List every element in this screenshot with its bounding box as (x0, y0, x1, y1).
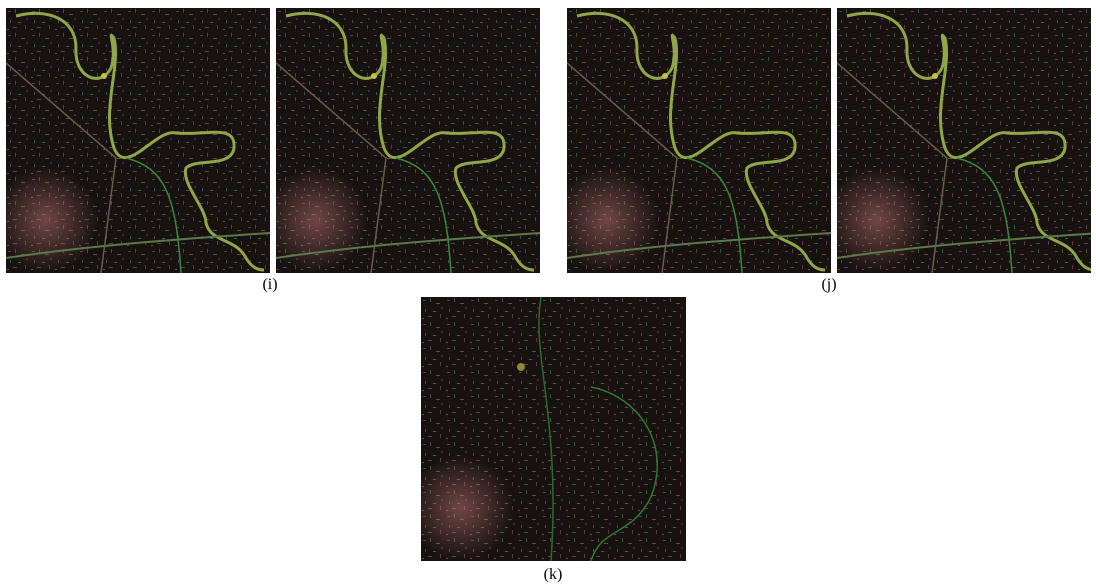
image-k (421, 297, 686, 561)
caption: (i) (262, 277, 277, 293)
image-j-left (567, 8, 831, 273)
image-i-right (276, 8, 540, 273)
figure-page: (i) (j) (k) (() => { const data = JSON.p… (0, 0, 1096, 584)
caption: (j) (821, 277, 836, 293)
image-j-right (837, 8, 1091, 273)
image-i-left (6, 8, 270, 273)
caption: (k) (544, 567, 563, 583)
